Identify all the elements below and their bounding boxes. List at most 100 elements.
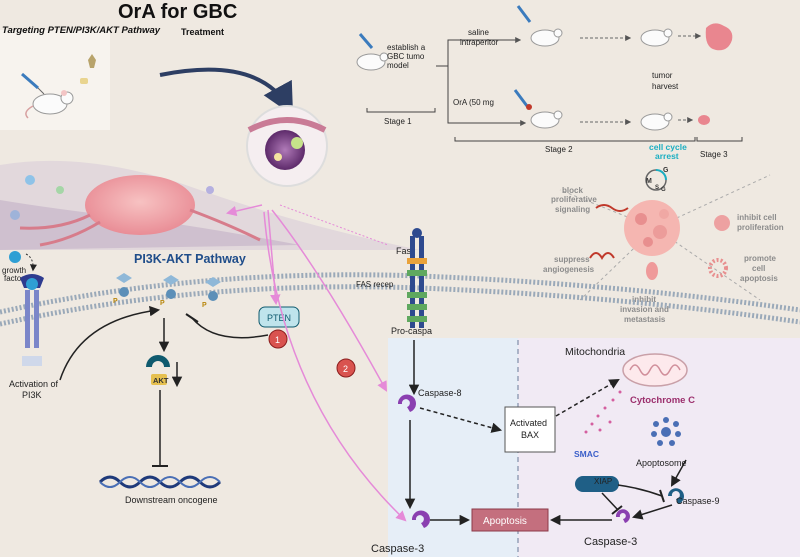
apoptosis-label: Apoptosis bbox=[483, 516, 527, 527]
mouse-ora bbox=[530, 111, 560, 129]
phospho-label-2: P bbox=[160, 300, 165, 307]
stage3-label: Stage 3 bbox=[700, 150, 728, 159]
invasion-text-2: invasion and bbox=[620, 305, 669, 314]
stage2-label: Stage 2 bbox=[545, 145, 573, 154]
apoptosome-icon bbox=[651, 417, 681, 446]
caspase3-left-label: Caspase-3 bbox=[371, 543, 424, 555]
mouse-panel bbox=[0, 30, 110, 130]
bax-box bbox=[504, 406, 556, 453]
fas-label: Fas bbox=[396, 246, 412, 256]
treatment-label: Treatment bbox=[181, 27, 224, 37]
pi3k-receptor-icon bbox=[20, 274, 44, 366]
cell-cycle-text-1: cell cycle bbox=[649, 142, 687, 152]
growth-factor-arrow bbox=[25, 253, 37, 272]
akt-icon bbox=[146, 355, 170, 367]
caspase9-label: Caspase-9 bbox=[676, 496, 720, 506]
cell-cycle-text-2: arrest bbox=[655, 151, 679, 161]
phase-g2: G bbox=[661, 187, 666, 193]
pathway-title: PI3K-AKT Pathway bbox=[134, 252, 246, 266]
activation-text-2: PI3K bbox=[22, 390, 42, 400]
stage1-label: Stage 1 bbox=[384, 117, 412, 126]
phospho-label-3: P bbox=[202, 302, 207, 309]
invasion-text-3: metastasis bbox=[624, 315, 666, 324]
page-title: OrA for GBC bbox=[118, 1, 237, 23]
mouse-stage1 bbox=[356, 53, 386, 71]
caspase8-label: Caspase-8 bbox=[418, 388, 462, 398]
syringe-icon-saline bbox=[516, 5, 532, 23]
suppress-text-2: angiogenesis bbox=[543, 265, 595, 274]
bax-to-mito-arrow bbox=[555, 378, 620, 417]
caspase3-right-label: Caspase-3 bbox=[584, 536, 637, 548]
cell-membrane bbox=[0, 272, 800, 327]
subtitle: Targeting PTEN/PI3K/AKT Pathway bbox=[2, 25, 161, 36]
harvest-text-2: harvest bbox=[652, 82, 679, 91]
zoom-cell-cluster bbox=[265, 130, 305, 170]
block-text-2: proliferative bbox=[551, 195, 597, 204]
mouse-illustration bbox=[21, 54, 96, 119]
block-text-1: block bbox=[562, 186, 583, 195]
apoptosome-to-caspase9-arrow bbox=[670, 459, 687, 487]
angiogenesis-icon bbox=[589, 252, 615, 260]
apoptosome-label: Apoptosome bbox=[636, 458, 687, 468]
inhibit-prolif-text-1: inhibit cell bbox=[737, 213, 777, 222]
step-number-1: 1 bbox=[275, 335, 280, 345]
dna-helix-strand-2 bbox=[99, 476, 221, 488]
apoptosis-box bbox=[471, 508, 549, 532]
mouse-ora-end bbox=[640, 113, 670, 131]
pten-inhibition-bar bbox=[185, 313, 199, 323]
promote-text-2: cell bbox=[752, 264, 765, 273]
establish-text-1: establish a bbox=[387, 43, 426, 52]
proliferation-icon bbox=[714, 215, 730, 231]
zoom-membrane bbox=[247, 117, 327, 133]
pten-label: PTEN bbox=[267, 313, 291, 323]
dna-icon bbox=[595, 204, 629, 212]
phospho-label-1: P bbox=[113, 298, 118, 305]
caspase3-right-icon bbox=[615, 509, 630, 523]
zoom-drug-dot bbox=[291, 137, 303, 149]
cytochrome-dots bbox=[584, 390, 622, 434]
xiap-inhibit-caspase3 bbox=[601, 492, 619, 511]
tumor-tissue bbox=[0, 160, 420, 250]
activation-arrow bbox=[59, 305, 161, 381]
xiap-inhibit-bar-2 bbox=[611, 505, 623, 515]
tumor-small bbox=[698, 115, 710, 125]
fas-receptor-icon bbox=[407, 228, 427, 328]
caspase9-icon bbox=[668, 488, 684, 504]
zoom-drug-dot-2 bbox=[274, 153, 282, 161]
fas-receptor-label: FAS recep bbox=[356, 280, 394, 289]
phospho-molecules bbox=[116, 273, 221, 301]
caspase8-icon bbox=[397, 394, 416, 412]
establish-text-2: GBC tumo bbox=[387, 52, 425, 61]
mouse-saline bbox=[530, 29, 560, 47]
akt-label: AKT bbox=[153, 376, 169, 385]
pten-inhibition-line bbox=[191, 317, 269, 339]
syringe-icon-ora bbox=[513, 89, 529, 107]
bax-text-2: BAX bbox=[521, 430, 539, 440]
promote-text-1: promote bbox=[744, 254, 777, 263]
protocol-timeline: establish a GBC tumo model saline intrap… bbox=[356, 5, 743, 159]
promote-text-3: apoptosis bbox=[740, 274, 778, 283]
phase-m: M bbox=[646, 178, 652, 185]
apoptosis-icon bbox=[708, 258, 728, 278]
mitochondria-label: Mitochondria bbox=[565, 346, 625, 358]
zoom-arrow bbox=[159, 67, 294, 116]
block-text-3: signaling bbox=[555, 205, 590, 214]
akt-badge bbox=[151, 374, 167, 385]
pten-box bbox=[258, 306, 300, 328]
saline-text-2: intraperitor bbox=[460, 38, 499, 47]
activation-text-1: Activation of bbox=[9, 379, 59, 389]
inhibit-prolif-text-2: proliferation bbox=[737, 223, 784, 232]
invasion-drop bbox=[646, 262, 658, 280]
mitochondria-icon bbox=[622, 353, 688, 387]
phase-s: S bbox=[655, 185, 659, 191]
effects-tumor bbox=[624, 200, 680, 256]
bax-text-1: Activated bbox=[510, 418, 547, 428]
mouse-saline-end bbox=[640, 29, 670, 47]
establish-text-3: model bbox=[387, 61, 409, 70]
oncogene-label: Downstream oncogene bbox=[125, 495, 218, 505]
xiap-inhibit-caspase9 bbox=[617, 484, 663, 497]
invasion-text-1: inhibit bbox=[632, 295, 656, 304]
suppress-text-1: suppress bbox=[554, 255, 590, 264]
drug-arrows bbox=[225, 204, 407, 522]
